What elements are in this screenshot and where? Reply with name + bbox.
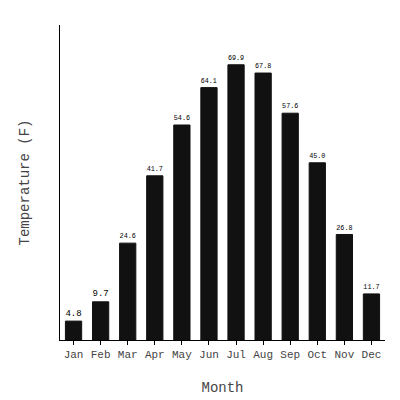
svg-text:69.9: 69.9 — [228, 54, 244, 62]
svg-text:11.7: 11.7 — [363, 283, 379, 291]
svg-text:41.7: 41.7 — [147, 165, 163, 173]
svg-text:57.6: 57.6 — [282, 102, 298, 110]
svg-text:Jun: Jun — [199, 349, 219, 361]
svg-text:64.1: 64.1 — [201, 77, 217, 85]
svg-text:Temperature (F): Temperature (F) — [17, 119, 33, 245]
svg-text:54.6: 54.6 — [174, 114, 190, 122]
svg-text:May: May — [172, 349, 192, 361]
svg-text:Dec: Dec — [362, 349, 382, 361]
svg-text:Month: Month — [201, 380, 243, 396]
svg-text:Mar: Mar — [118, 349, 138, 361]
svg-text:Feb: Feb — [91, 349, 111, 361]
svg-text:45.0: 45.0 — [309, 152, 325, 160]
svg-text:Jan: Jan — [64, 349, 84, 361]
svg-text:26.8: 26.8 — [336, 224, 352, 232]
svg-text:67.8: 67.8 — [255, 62, 271, 70]
svg-text:Aug: Aug — [253, 349, 273, 361]
svg-text:9.7: 9.7 — [93, 288, 109, 299]
svg-text:4.8: 4.8 — [65, 308, 81, 319]
svg-text:Sep: Sep — [280, 349, 300, 361]
svg-text:Apr: Apr — [145, 349, 165, 361]
svg-text:24.6: 24.6 — [120, 232, 136, 240]
svg-text:Oct: Oct — [307, 349, 327, 361]
svg-text:Nov: Nov — [334, 349, 354, 361]
svg-text:Jul: Jul — [226, 349, 246, 361]
